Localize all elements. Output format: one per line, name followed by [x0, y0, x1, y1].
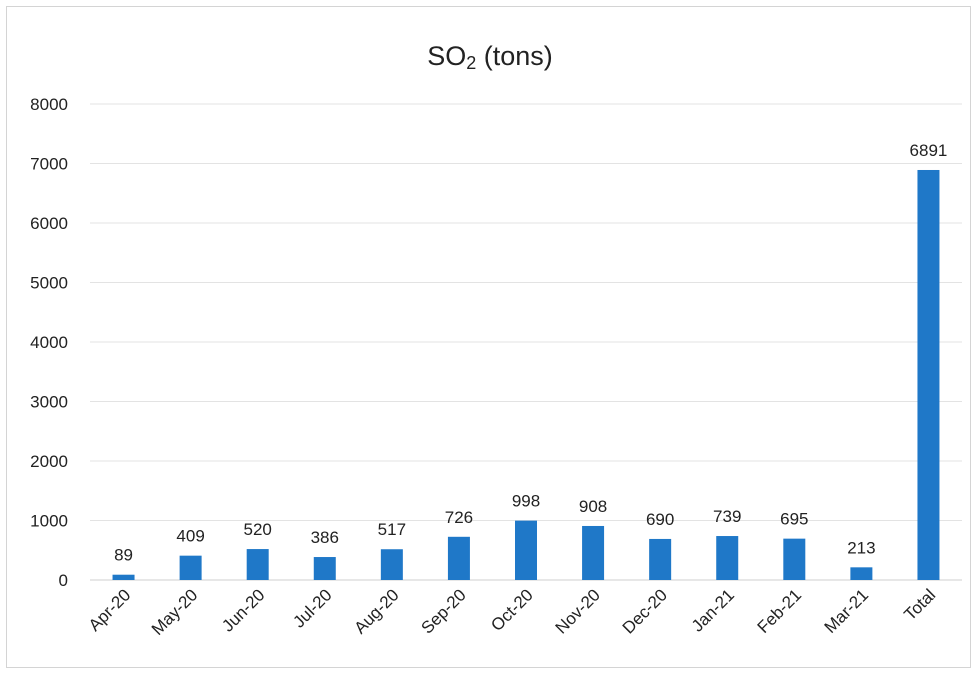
x-tick-label: Total — [900, 585, 939, 624]
bar — [582, 525, 605, 580]
bar — [246, 549, 269, 580]
x-tick-label: May-20 — [148, 585, 202, 639]
x-tick-label: Jan-21 — [688, 585, 738, 635]
x-tick-label: Oct-20 — [487, 585, 537, 635]
data-label: 690 — [646, 510, 674, 529]
data-label: 213 — [847, 538, 875, 557]
bar — [783, 538, 806, 580]
y-tick-label: 8000 — [30, 95, 68, 114]
gridlines — [90, 103, 962, 581]
bar — [716, 536, 739, 580]
x-tick-label: Aug-20 — [350, 585, 402, 637]
chart-frame — [6, 6, 971, 668]
y-tick-label: 2000 — [30, 452, 68, 471]
y-tick-label: 6000 — [30, 214, 68, 233]
data-label: 908 — [579, 497, 607, 516]
data-label: 726 — [445, 508, 473, 527]
x-tick-label: Sep-20 — [418, 585, 470, 637]
y-tick-label: 4000 — [30, 333, 68, 352]
data-label: 89 — [114, 546, 133, 565]
data-label: 6891 — [910, 141, 948, 160]
chart-title-subscript: 2 — [466, 53, 476, 73]
data-label: 386 — [311, 528, 339, 547]
chart-title: SO2 (tons) — [427, 41, 553, 73]
x-tick-label: Nov-20 — [552, 585, 604, 637]
data-label: 409 — [176, 527, 204, 546]
y-tick-label: 0 — [59, 571, 68, 590]
y-tick-label: 1000 — [30, 512, 68, 531]
data-label: 695 — [780, 510, 808, 529]
bar — [380, 549, 403, 580]
bar — [112, 574, 135, 580]
data-label: 739 — [713, 507, 741, 526]
data-label: 517 — [378, 520, 406, 539]
data-label: 998 — [512, 492, 540, 511]
x-tick-label: Jun-20 — [218, 585, 268, 635]
y-axis-ticks: 0 1000 2000 3000 4000 5000 6000 7000 8000 — [30, 95, 68, 590]
x-axis-ticks: Apr-20 May-20 Jun-20 Jul-20 Aug-20 Sep-20 Oct-… — [85, 585, 939, 639]
data-label: 520 — [244, 520, 272, 539]
x-tick-label: Jul-20 — [289, 585, 335, 631]
bar — [313, 557, 336, 580]
bar — [179, 555, 202, 580]
bar — [515, 520, 537, 580]
x-tick-label: Dec-20 — [619, 585, 671, 637]
y-tick-label: 7000 — [30, 155, 68, 174]
x-tick-label: Apr-20 — [85, 585, 135, 635]
data-labels: 89 409 520 386 517 726 998 908 690 739 695 213 6891 — [114, 141, 947, 565]
chart-title-rest: (tons) — [476, 41, 553, 71]
bar — [850, 567, 873, 580]
x-tick-label: Mar-21 — [821, 585, 873, 637]
y-tick-label: 3000 — [30, 393, 68, 412]
x-tick-label: Feb-21 — [754, 585, 806, 637]
y-tick-label: 5000 — [30, 274, 68, 293]
bars — [112, 169, 940, 580]
bar — [917, 169, 940, 580]
chart-title-main: SO — [427, 41, 466, 71]
bar — [447, 536, 470, 580]
bar — [649, 538, 672, 580]
